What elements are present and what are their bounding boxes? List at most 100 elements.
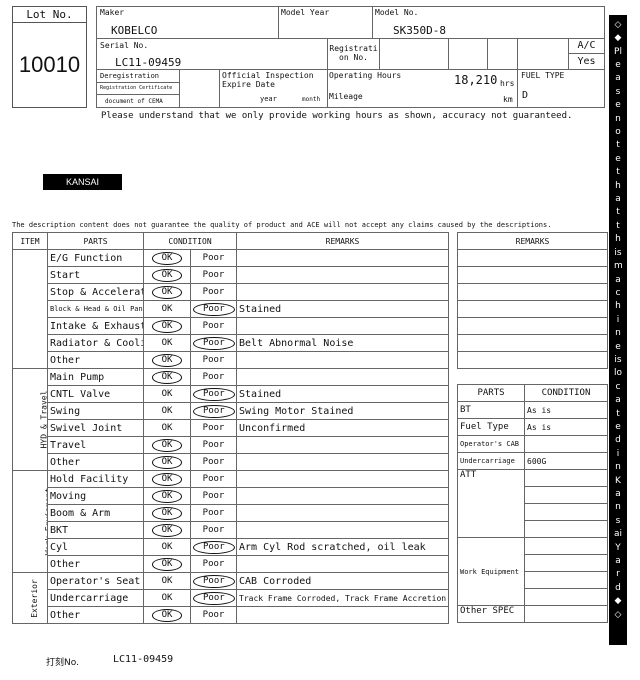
condition-ok[interactable]: OK [143, 470, 191, 488]
year-label: year [260, 95, 277, 103]
condition-poor-label: Poor [202, 491, 225, 501]
condition-poor-label: Poor [193, 336, 235, 350]
condition-poor[interactable]: Poor [189, 589, 238, 607]
condition-poor[interactable]: Poor [189, 385, 238, 403]
condition-poor[interactable]: Poor [189, 572, 238, 590]
fuel-value: D [522, 90, 529, 101]
condition-poor[interactable]: Poor [189, 419, 238, 437]
part-name: Other [47, 606, 144, 624]
condition-poor[interactable]: Poor [189, 317, 238, 335]
condition-ok[interactable]: OK [143, 504, 191, 522]
condition-poor[interactable]: Poor [189, 521, 238, 539]
condition-poor[interactable]: Poor [189, 283, 238, 301]
condition-ok[interactable]: OK [143, 402, 191, 420]
inspection-cell: Official Inspection Expire Date year mont… [219, 69, 328, 108]
condition-ok[interactable]: OK [143, 487, 191, 505]
remarks-table: REMARKS [457, 232, 608, 369]
condition-poor[interactable]: Poor [189, 504, 238, 522]
remarks-row [457, 266, 608, 284]
remarks-cell [457, 266, 608, 284]
maker-label: Maker [100, 8, 125, 17]
condition-ok[interactable]: OK [143, 317, 191, 335]
remark [236, 470, 449, 488]
condition-ok[interactable]: OK [143, 385, 191, 403]
condition-ok[interactable]: OK [143, 589, 191, 607]
condition-ok[interactable]: OK [143, 555, 191, 573]
condition-ok-label: OK [151, 557, 183, 571]
condition-poor[interactable]: Poor [189, 334, 238, 352]
spec-condition [524, 554, 608, 572]
condition-poor-label: Poor [193, 574, 235, 588]
remark [236, 504, 449, 522]
condition-ok[interactable]: OK [143, 249, 191, 267]
condition-poor[interactable]: Poor [189, 402, 238, 420]
condition-poor[interactable]: Poor [189, 249, 238, 267]
condition-poor[interactable]: Poor [189, 538, 238, 556]
condition-ok[interactable]: OK [143, 453, 191, 471]
part-name: Other [47, 351, 144, 369]
spec-condition [524, 571, 608, 589]
condition-ok[interactable]: OK [143, 334, 191, 352]
registration-label-2: on No. [339, 53, 368, 62]
remarks-cell [457, 283, 608, 301]
condition-poor[interactable]: Poor [189, 368, 238, 386]
inspection-label: Official Inspection Expire Date [222, 71, 314, 89]
remark: Stained [236, 300, 449, 318]
hours-label: Operating Hours [329, 71, 402, 80]
part-name: Cyl [47, 538, 144, 556]
condition-poor-label: Poor [202, 474, 225, 484]
condition-poor[interactable]: Poor [189, 453, 238, 471]
spec-condition [524, 520, 608, 538]
remark [236, 436, 449, 454]
condition-ok[interactable]: OK [143, 351, 191, 369]
spec-condition [524, 435, 608, 453]
condition-ok[interactable]: OK [143, 521, 191, 539]
maker-value: KOBELCO [111, 24, 158, 37]
condition-poor[interactable]: Poor [189, 487, 238, 505]
hours-unit: hrs [500, 79, 515, 88]
condition-ok[interactable]: OK [143, 572, 191, 590]
condition-ok[interactable]: OK [143, 606, 191, 624]
remarks-cell [457, 351, 608, 369]
inspection-table: ITEM PARTS CONDITION REMARKS EG & Relate… [12, 232, 449, 624]
remark [236, 521, 449, 539]
condition-ok-label: OK [151, 319, 183, 333]
remark [236, 555, 449, 573]
table-row: Swivel Joint OK Poor Unconfirmed [13, 419, 449, 437]
table-row: Swing OK Poor Swing Motor Stained [13, 402, 449, 420]
item-group-label: HYD & Travel [39, 390, 48, 449]
condition-ok[interactable]: OK [143, 436, 191, 454]
table-row: CNTL Valve OK Poor Stained [13, 385, 449, 403]
model-year-label: Model Year [281, 8, 330, 17]
condition-ok[interactable]: OK [143, 283, 191, 301]
condition-ok[interactable]: OK [143, 538, 191, 556]
condition-ok-label: OK [161, 304, 173, 314]
condition-ok-label: OK [151, 438, 183, 452]
condition-ok[interactable]: OK [143, 266, 191, 284]
spec-condition-header: CONDITION [524, 384, 608, 402]
remarks-row [457, 249, 608, 267]
condition-poor[interactable]: Poor [189, 470, 238, 488]
condition-poor[interactable]: Poor [189, 436, 238, 454]
part-name: CNTL Valve [47, 385, 144, 403]
condition-poor[interactable]: Poor [189, 300, 238, 318]
spec-row: Work Equipment [457, 537, 608, 606]
item-group-label: Exterior [29, 578, 39, 618]
condition-ok[interactable]: OK [143, 419, 191, 437]
condition-poor[interactable]: Poor [189, 606, 238, 624]
diamond-filled-icon: ◆ [614, 596, 622, 607]
table-row: Block & Head & Oil Pan OK Poor Stained [13, 300, 449, 318]
remark [236, 317, 449, 335]
condition-ok[interactable]: OK [143, 300, 191, 318]
condition-poor[interactable]: Poor [189, 351, 238, 369]
lot-number: 10010 [12, 22, 87, 108]
condition-poor[interactable]: Poor [189, 266, 238, 284]
spec-parts-header: PARTS [457, 384, 525, 402]
condition-poor[interactable]: Poor [189, 555, 238, 573]
condition-ok-label: OK [151, 608, 183, 622]
condition-ok[interactable]: OK [143, 368, 191, 386]
hours-value: 18,210 [454, 73, 498, 87]
condition-ok-label: OK [151, 268, 183, 282]
spec-condition [524, 503, 608, 521]
spec-part: Fuel Type [457, 418, 525, 436]
